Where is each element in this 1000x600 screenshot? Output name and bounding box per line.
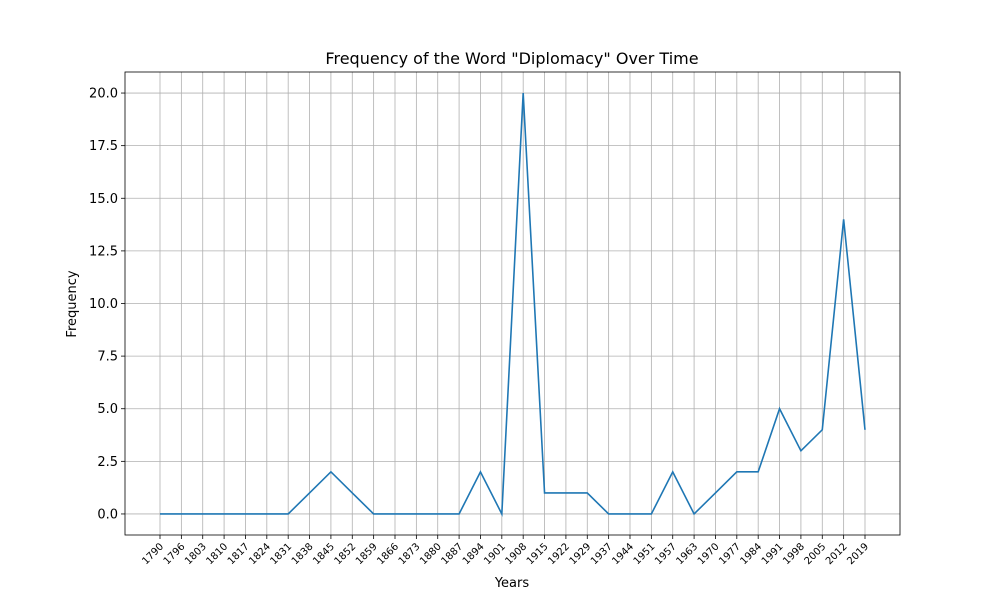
x-tick-label: 1922 bbox=[546, 541, 572, 567]
y-tick-labels: 0.0 2.5 5.0 7.5 10.0 12.5 15.0 17.5 20.0 bbox=[89, 87, 118, 523]
axis-ticks bbox=[121, 92, 866, 539]
y-tick-label: 15.0 bbox=[89, 192, 118, 207]
x-tick-label: 1915 bbox=[525, 541, 551, 567]
x-tick-label: 1937 bbox=[589, 541, 615, 567]
y-tick-label: 20.0 bbox=[89, 87, 118, 102]
x-tick-label: 2012 bbox=[824, 541, 850, 567]
y-axis-label: Frequency bbox=[65, 270, 80, 337]
x-tick-label: 1894 bbox=[461, 541, 487, 567]
y-tick-label: 2.5 bbox=[97, 455, 118, 470]
x-tick-label: 2005 bbox=[803, 541, 829, 567]
plot-frame bbox=[124, 71, 901, 536]
x-tick-label: 1803 bbox=[183, 541, 209, 567]
horizontal-gridlines bbox=[125, 92, 900, 515]
x-tick-label: 1929 bbox=[568, 541, 594, 567]
x-tick-label: 1859 bbox=[354, 541, 380, 567]
x-tick-label: 1963 bbox=[674, 541, 700, 567]
x-tick-label: 1880 bbox=[418, 541, 444, 567]
x-tick-label: 1970 bbox=[696, 541, 722, 567]
x-tick-label: 1831 bbox=[269, 541, 295, 567]
x-tick-label: 1796 bbox=[162, 541, 188, 567]
x-tick-label: 1866 bbox=[375, 541, 401, 567]
x-tick-label: 1957 bbox=[653, 541, 679, 567]
x-tick-label: 1977 bbox=[717, 541, 743, 567]
x-tick-label: 1908 bbox=[504, 541, 530, 567]
x-tick-label: 1810 bbox=[204, 541, 230, 567]
x-tick-label: 1873 bbox=[397, 541, 423, 567]
x-axis-label: Years bbox=[494, 576, 530, 591]
x-tick-label: 1887 bbox=[439, 541, 465, 567]
x-tick-label: 1838 bbox=[290, 541, 316, 567]
x-tick-label: 1991 bbox=[760, 541, 786, 567]
series-line bbox=[160, 93, 866, 517]
y-tick-label: 17.5 bbox=[89, 139, 118, 154]
x-tick-label: 2019 bbox=[845, 541, 871, 567]
x-tick-label: 1944 bbox=[610, 541, 636, 567]
y-tick-label: 7.5 bbox=[97, 350, 118, 365]
x-tick-label: 1901 bbox=[482, 541, 508, 567]
y-tick-label: 12.5 bbox=[89, 244, 118, 259]
x-tick-label: 1845 bbox=[311, 541, 337, 567]
x-tick-labels: 1790179618031810181718241831183818451852… bbox=[140, 541, 871, 567]
chart-title: Frequency of the Word "Diplomacy" Over T… bbox=[325, 49, 698, 68]
x-tick-label: 1852 bbox=[333, 541, 359, 567]
x-tick-label: 1984 bbox=[739, 541, 765, 567]
y-tick-label: 5.0 bbox=[97, 402, 118, 417]
x-tick-label: 1951 bbox=[632, 541, 658, 567]
x-tick-label: 1817 bbox=[226, 541, 252, 567]
x-tick-label: 1998 bbox=[781, 541, 807, 567]
y-tick-label: 0.0 bbox=[97, 507, 118, 522]
y-tick-label: 10.0 bbox=[89, 297, 118, 312]
x-tick-label: 1790 bbox=[140, 541, 166, 567]
x-tick-label: 1824 bbox=[247, 541, 273, 567]
